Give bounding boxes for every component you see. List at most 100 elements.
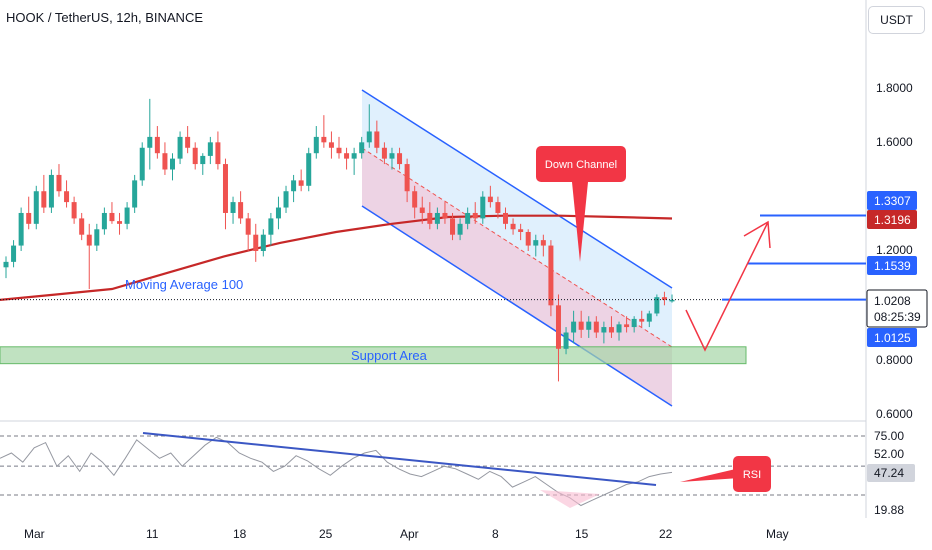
candle-body [298,180,304,186]
candle-body [540,240,546,246]
x-label-8: 8 [492,527,499,541]
level-2-box [867,256,917,275]
last-price-label: 1.0208 [874,294,911,308]
rsi-value-label: 47.24 [874,466,904,480]
candle-body [525,231,531,246]
candle-body [631,318,637,328]
candle-body [427,212,433,224]
price-tick-2: 1.6000 [876,135,913,149]
candle-body [71,202,77,219]
candle-body [518,229,524,232]
x-label-25: 25 [319,527,333,541]
currency-button[interactable]: USDT [868,6,925,34]
candle-body [412,191,418,208]
candle-body [79,218,85,235]
candle-body [328,142,334,148]
rsi-tick-1: 75.00 [874,429,904,443]
candle-body [238,202,244,219]
candle-body [555,305,561,349]
candle-body [654,297,660,314]
ma-value-box [867,210,917,229]
candle-body [26,212,32,224]
candle-body [139,147,145,181]
candle-body [366,131,372,143]
candle-body [124,207,130,224]
candle-body [275,207,281,219]
candle-body [374,131,380,148]
candle-body [306,153,312,186]
candle-body [185,136,191,148]
candle-body [434,212,440,224]
support-area-box [0,346,747,365]
candle-body [48,174,54,208]
moving-average-line [0,214,673,301]
candle-body [222,164,228,213]
candle-body [661,297,667,300]
candle-body [533,240,539,246]
channel-upper-line [361,89,673,289]
candle-body [321,136,327,143]
candle-body [64,191,70,203]
x-label-may: May [766,527,789,541]
ma-value-label: 1.3196 [874,213,911,227]
candle-body [3,261,9,268]
rsi-pointer [680,468,740,482]
candle-body [639,318,645,322]
rsi-tick-2: 52.00 [874,447,904,461]
candle-body [117,221,123,224]
candle-body [646,313,652,322]
rsi-value-box [867,464,915,482]
rsi-tick-3: 19.88 [874,503,904,517]
channel-lower-line [361,205,673,407]
rsi-trendline [142,432,657,486]
rsi-callout-label: RSI [743,469,761,481]
last-price-box [866,289,928,328]
rsi-callout [733,456,771,492]
candle-body [510,223,516,230]
candle-body [200,155,206,165]
candle-body [56,174,62,192]
level-1-label: 1.3307 [874,194,911,208]
x-label-11: 11 [146,527,159,541]
candle-body [101,212,107,230]
x-label-22: 22 [659,527,673,541]
candle-body [177,136,183,159]
candle-body [11,245,17,262]
candle-body [397,153,403,165]
candle-body [147,136,153,148]
candle-body [132,180,138,208]
candle-body [480,196,486,219]
candle-body [578,321,584,330]
candle-body [381,147,387,159]
candle-body [86,234,92,246]
candle-body [245,218,251,235]
candle-body [487,196,493,203]
chart-title: HOOK / TetherUS, 12h, BINANCE [6,10,203,25]
down-channel-callout [536,146,626,182]
candle-body [154,136,160,154]
moving-average-label: Moving Average 100 [125,277,243,292]
candle-body [207,142,213,156]
candle-body [351,153,357,159]
level-1-box [867,191,917,210]
candle-body [170,158,175,170]
projection-arrowhead [743,220,771,249]
candle-body [230,202,236,213]
price-tick-4: 0.8000 [876,353,913,367]
x-label-mar: Mar [24,527,45,541]
candle-body [593,321,599,333]
candle-body [563,332,569,349]
candle-body [404,164,410,192]
candle-body [41,191,47,208]
level-3-label: 1.0125 [874,331,911,345]
candle-body [359,142,365,154]
support-area-label: Support Area [351,348,428,363]
candle-body [616,324,622,333]
candle-body [503,212,508,224]
candle-body [268,218,274,235]
price-tick-5: 0.6000 [876,407,913,421]
candle-body [495,202,501,213]
x-label-apr: Apr [400,527,419,541]
candle-body [192,147,198,165]
candle-body [283,191,289,208]
